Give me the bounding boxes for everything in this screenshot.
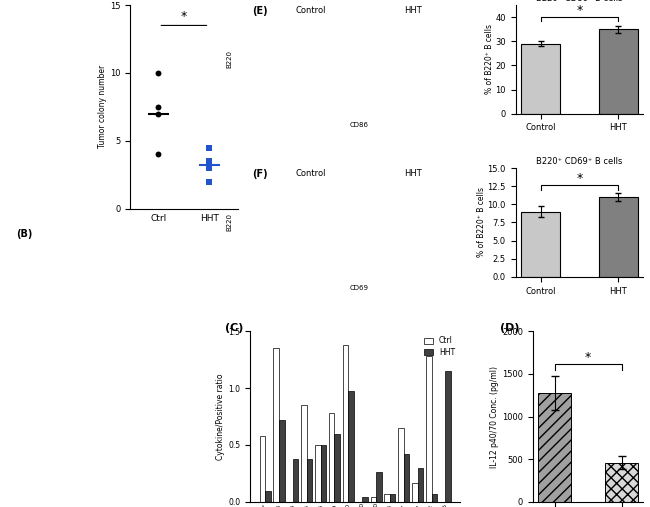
Bar [329,413,335,502]
Legend: Ctrl, HHT: Ctrl, HHT [422,335,457,358]
Bar [335,433,340,502]
Text: CD69: CD69 [349,285,368,292]
Text: *: * [577,4,582,17]
Point [153,69,164,77]
Text: (C): (C) [225,322,243,333]
Point [153,150,164,158]
Bar [376,473,382,502]
Text: B220: B220 [227,50,233,68]
Text: *: * [585,350,592,364]
Bar [426,356,432,502]
Text: (F): (F) [252,169,268,179]
Bar [521,44,560,114]
Bar [315,445,320,502]
Bar [265,491,270,502]
Text: HHT: HHT [404,6,422,15]
Text: (A): (A) [11,11,28,21]
Text: HHT: HHT [404,169,422,178]
Bar [412,483,418,502]
Bar [521,211,560,277]
Y-axis label: % of B220⁺ B cells: % of B220⁺ B cells [477,188,486,258]
Bar [538,392,571,502]
Bar [279,420,285,502]
Bar [390,494,395,502]
Bar [398,428,404,502]
Bar [259,436,265,502]
Bar [301,405,307,502]
Bar [293,459,298,502]
Bar [445,371,451,502]
Bar [343,345,348,502]
Y-axis label: Cytokine/Positive ratio: Cytokine/Positive ratio [216,373,226,460]
Text: Control: Control [296,169,326,178]
Text: B220: B220 [227,213,233,232]
Text: (B): (B) [16,229,32,239]
Text: HHT: HHT [64,113,79,122]
Title: B220⁺ CD86⁺ B cells: B220⁺ CD86⁺ B cells [536,0,623,3]
Text: *: * [181,10,187,23]
Y-axis label: IL-12 p40/70 Conc. (pg/ml): IL-12 p40/70 Conc. (pg/ml) [490,366,499,467]
Bar [307,459,312,502]
Bar [605,463,638,502]
Bar [274,348,279,502]
Point [204,164,214,172]
Title: B220⁺ CD69⁺ B cells: B220⁺ CD69⁺ B cells [536,157,623,166]
Text: (E): (E) [252,6,268,16]
Bar [370,497,376,502]
Bar [432,494,437,502]
Bar [384,494,390,502]
Point [153,103,164,111]
Y-axis label: Tumor colony number: Tumor colony number [98,65,107,149]
Bar [404,454,410,502]
Point [204,177,214,186]
Bar [320,445,326,502]
Text: Control: Control [57,11,85,20]
Text: Control: Control [296,6,326,15]
Y-axis label: % of B220⁺ B cells: % of B220⁺ B cells [485,24,494,94]
Bar [599,197,638,277]
Text: CD86: CD86 [349,123,368,128]
Bar [362,497,368,502]
Text: *: * [577,172,582,186]
Point [204,143,214,152]
Point [153,110,164,118]
Bar [348,391,354,502]
Point [204,157,214,165]
Bar [418,468,423,502]
Text: (D): (D) [499,322,519,333]
Bar [599,29,638,114]
